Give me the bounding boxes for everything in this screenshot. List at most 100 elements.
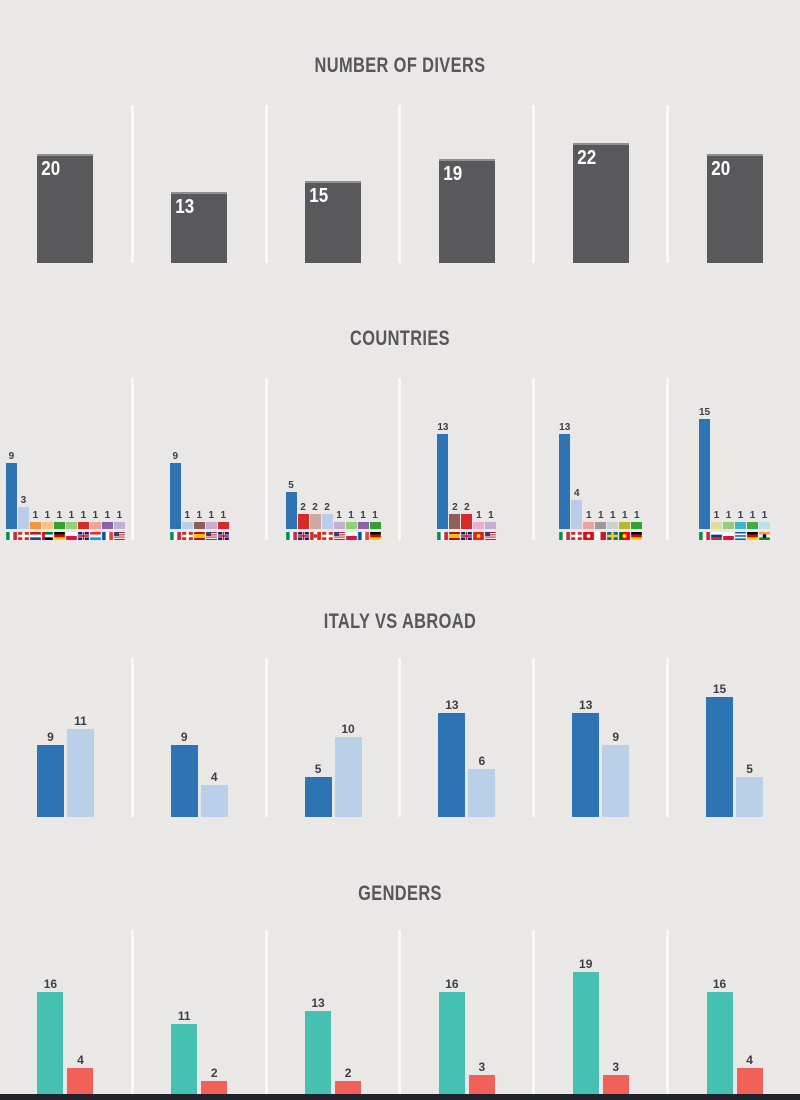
usa-flag-icon	[333, 532, 345, 540]
country-bar-cell: 1	[113, 510, 125, 529]
country-bar-cell: 13	[559, 423, 570, 529]
germany-flag-icon	[54, 532, 65, 540]
footer-strip	[0, 1094, 800, 1100]
country-bar	[101, 522, 113, 529]
italy-vs-abroad-section-title: ITALY VS ABROAD	[323, 610, 477, 633]
male-bar-cell: 19	[572, 958, 599, 1094]
spain-flag-icon	[193, 532, 205, 540]
country-bar-cell: 1	[41, 510, 53, 529]
country-value-label: 1	[116, 510, 123, 521]
country-value-label: 1	[348, 510, 354, 521]
country-bar-cell: 1	[101, 511, 113, 529]
country-value-label: 1	[80, 510, 87, 521]
abroad-bar-cell: 9	[602, 730, 630, 817]
female-bar	[335, 1081, 362, 1094]
column: 13	[130, 105, 265, 263]
divers-value-label: 13	[175, 196, 195, 218]
country-bar	[357, 522, 369, 529]
country-bars: 13 2 2 1 1	[437, 422, 497, 529]
column: 19 3	[532, 930, 666, 1094]
abroad-bar	[602, 745, 630, 817]
italy-bar-cell: 13	[438, 699, 466, 817]
italy-flag-icon	[559, 532, 571, 540]
italy-bar-cell: 9	[36, 730, 64, 817]
italy-bar-cell: 13	[572, 699, 600, 817]
country-bar	[113, 522, 125, 529]
divers-section-title: NUMBER OF DIVERS	[314, 54, 486, 77]
france-flag-icon	[357, 532, 369, 540]
country-bar-cell: 1	[759, 510, 771, 529]
column: 16 4	[666, 930, 800, 1094]
country-bar	[583, 522, 595, 529]
country-value-label: 1	[68, 510, 75, 521]
country-bar	[559, 434, 571, 529]
country-bar	[29, 522, 41, 529]
country-bar	[77, 522, 89, 529]
country-value-label: 1	[749, 510, 756, 521]
country-flags	[559, 532, 643, 540]
italy-value-label: 15	[712, 682, 727, 696]
switzerland-flag-icon	[571, 532, 583, 540]
abroad-bar-cell: 5	[736, 763, 764, 817]
italy-bar	[572, 713, 600, 817]
country-bar	[735, 522, 747, 529]
country-value-label: 1	[44, 510, 51, 521]
country-group: 13 4 1 1 1 1 1	[559, 423, 643, 540]
divers-value-label: 15	[309, 185, 329, 207]
country-value-label: 2	[312, 502, 318, 513]
country-bar	[711, 522, 723, 529]
column: 15 5	[666, 658, 800, 817]
country-bar	[53, 522, 65, 529]
country-bar-cell: 1	[65, 510, 77, 529]
female-bar	[602, 1075, 629, 1094]
country-value-label: 3	[20, 495, 27, 506]
country-bar-cell: 15	[699, 408, 710, 529]
male-bar	[438, 992, 465, 1094]
female-bar-cell: 3	[602, 1061, 629, 1094]
divers-value-label: 19	[443, 163, 463, 185]
country-bar	[193, 522, 205, 529]
country-flags	[285, 532, 381, 540]
italy-flag-icon	[169, 532, 181, 540]
country-bar-cell: 1	[77, 510, 89, 529]
country-bar-cell: 2	[321, 503, 333, 529]
switzerland-flag-icon	[18, 532, 29, 540]
abroad-value-label: 6	[478, 754, 486, 768]
country-bar-cell: 1	[193, 511, 205, 529]
country-bar	[619, 522, 631, 529]
country-bar-cell: 1	[357, 511, 369, 529]
male-bar-cell: 16	[706, 977, 733, 1094]
country-bar-cell: 1	[607, 511, 619, 529]
uk-flag-icon	[217, 532, 229, 540]
italy-value-label: 9	[47, 730, 54, 744]
bar-pair: 13 9	[572, 699, 630, 817]
country-value-label: 2	[464, 502, 470, 513]
country-bar	[607, 522, 619, 529]
country-bar-cell: 1	[29, 511, 41, 529]
country-bar	[345, 522, 357, 529]
female-bar	[736, 1068, 763, 1094]
female-value-label: 4	[746, 1053, 753, 1067]
country-value-label: 1	[761, 510, 768, 521]
country-value-label: 2	[452, 502, 458, 513]
country-value-label: 13	[437, 422, 449, 433]
country-bar	[205, 522, 217, 529]
country-bar-cell: 9	[169, 452, 181, 529]
divers-value-label: 20	[710, 158, 730, 180]
switzerland-flag-icon	[321, 532, 333, 540]
column: 16 4	[0, 930, 131, 1094]
country-bars: 13 4 1 1 1 1 1	[559, 423, 643, 529]
male-value-label: 16	[712, 977, 727, 991]
country-bar	[747, 522, 759, 529]
bar-pair: 13 2	[305, 997, 362, 1094]
column: 20	[0, 105, 131, 263]
country-bar-cell: 3	[17, 495, 29, 529]
germany-flag-icon	[631, 532, 643, 540]
female-bar	[201, 1081, 228, 1094]
italy-flag-icon	[6, 532, 17, 540]
abroad-value-label: 9	[612, 730, 620, 744]
abroad-bar	[468, 769, 496, 817]
country-bar-cell: 2	[297, 503, 309, 529]
